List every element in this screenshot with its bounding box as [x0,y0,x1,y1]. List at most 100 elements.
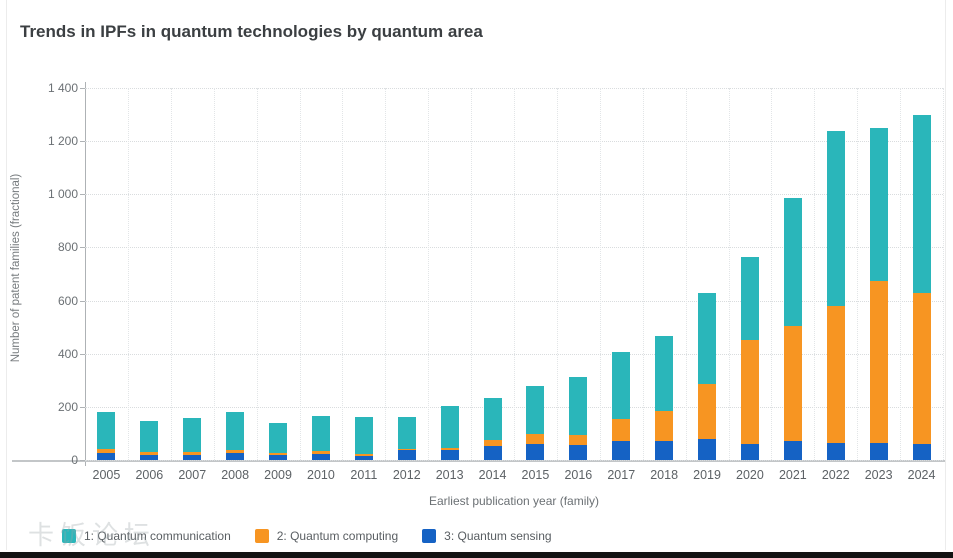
bar-stack-2009 [269,423,288,460]
grid-vline [728,88,730,460]
x-tick-label: 2005 [92,468,121,482]
y-tick-mark [80,460,85,461]
y-axis-title: Number of patent families (fractional) [10,173,22,363]
bar-segment-quantum-communication [569,377,588,435]
y-tick-label: 1 000 [47,187,78,202]
bar-segment-quantum-communication [226,411,245,450]
bar-column [428,88,471,460]
grid-vline [299,88,301,460]
bar-column [471,88,514,460]
bar-segment-quantum-sensing [569,444,588,460]
x-axis-title: Earliest publication year (family) [428,494,600,508]
bar-column [643,88,686,460]
grid-vline [428,88,430,460]
bar-column [171,88,214,460]
bar-column [300,88,343,460]
bar-column [814,88,857,460]
bar-segment-quantum-communication [97,412,116,450]
bar-segment-quantum-computing [140,452,159,455]
bar-segment-quantum-sensing [740,444,759,460]
bar-segment-quantum-sensing [612,441,631,460]
bar-segment-quantum-sensing [269,454,288,460]
grid-vline [943,88,944,460]
bar-stack-2022 [826,130,845,460]
x-tick-label: 2017 [607,468,636,482]
bar-segment-quantum-communication [140,420,159,453]
legend-item-quantum-communication[interactable]: 1: Quantum communication [62,529,231,543]
x-tick-label: 2024 [907,468,936,482]
bar-column [600,88,643,460]
bar-stack-2007 [183,417,202,460]
bar-segment-quantum-communication [826,130,845,306]
x-tick-label: 2011 [350,468,378,482]
bar-column [342,88,385,460]
y-tick-mark [80,353,85,355]
bar-stack-2014 [483,397,502,460]
bar-column [214,88,257,460]
grid-vline [127,88,129,460]
bar-segment-quantum-computing [826,305,845,443]
bar-column [900,88,943,460]
bar-segment-quantum-communication [440,406,459,448]
bar-segment-quantum-computing [569,434,588,445]
bar-segment-quantum-sensing [526,444,545,460]
y-tick-mark [80,194,85,196]
bar-segment-quantum-communication [311,416,330,451]
bar-segment-quantum-computing [783,325,802,442]
y-tick-mark [80,247,85,249]
legend-swatch [62,529,76,543]
x-tick-label: 2013 [435,468,464,482]
y-tick-mark [80,141,85,143]
x-tick-label: 2014 [478,468,507,482]
bar-segment-quantum-sensing [869,442,888,460]
legend-item-quantum-computing[interactable]: 2: Quantum computing [254,529,399,543]
legend-item-quantum-sensing[interactable]: 3: Quantum sensing [422,529,552,543]
bar-segment-quantum-computing [740,340,759,445]
y-tick-mark [80,88,85,89]
legend: 1: Quantum communication 2: Quantum compu… [62,529,552,543]
grid-vline [771,88,773,460]
bar-segment-quantum-computing [183,452,202,455]
y-tick-label: 1 200 [47,134,78,149]
legend-label: 2: Quantum computing [276,529,399,543]
bar-stack-2011 [354,417,373,460]
bar-segment-quantum-computing [483,440,502,446]
chart-title: Trends in IPFs in quantum technologies b… [20,22,483,41]
x-axis-line [12,460,945,462]
bar-stack-2021 [783,198,802,460]
bar-column [385,88,428,460]
bar-segment-quantum-computing [97,449,116,454]
bar-stack-2018 [655,336,674,460]
bar-column [257,88,300,460]
bar-segment-quantum-sensing [397,450,416,460]
bar-segment-quantum-sensing [311,453,330,460]
grid-vline [170,88,172,460]
bar-stack-2013 [440,406,459,460]
bar-segment-quantum-communication [526,386,545,434]
bar-column [557,88,600,460]
bar-segment-quantum-computing [269,452,288,455]
grid-vline [385,88,387,460]
x-tick-label: 2008 [221,468,250,482]
x-tick-label: 2006 [135,468,164,482]
bar-segment-quantum-computing [311,450,330,454]
bar-segment-quantum-computing [397,448,416,451]
bar-column [771,88,814,460]
bar-segment-quantum-sensing [140,454,159,460]
grid-vline [256,88,258,460]
bar-segment-quantum-sensing [440,449,459,460]
x-tick-label: 2023 [864,468,893,482]
bar-segment-quantum-sensing [483,445,502,460]
bar-segment-quantum-computing [354,454,373,457]
grid-vline [599,88,601,460]
bar-segment-quantum-sensing [783,441,802,460]
bar-segment-quantum-computing [912,292,931,445]
bar-segment-quantum-sensing [912,444,931,460]
legend-label: 3: Quantum sensing [444,529,552,543]
bar-segment-quantum-communication [612,352,631,419]
x-tick-label: 2012 [392,468,421,482]
bar-segment-quantum-communication [698,292,717,385]
grid-vline [471,88,473,460]
bar-segment-quantum-communication [183,417,202,453]
